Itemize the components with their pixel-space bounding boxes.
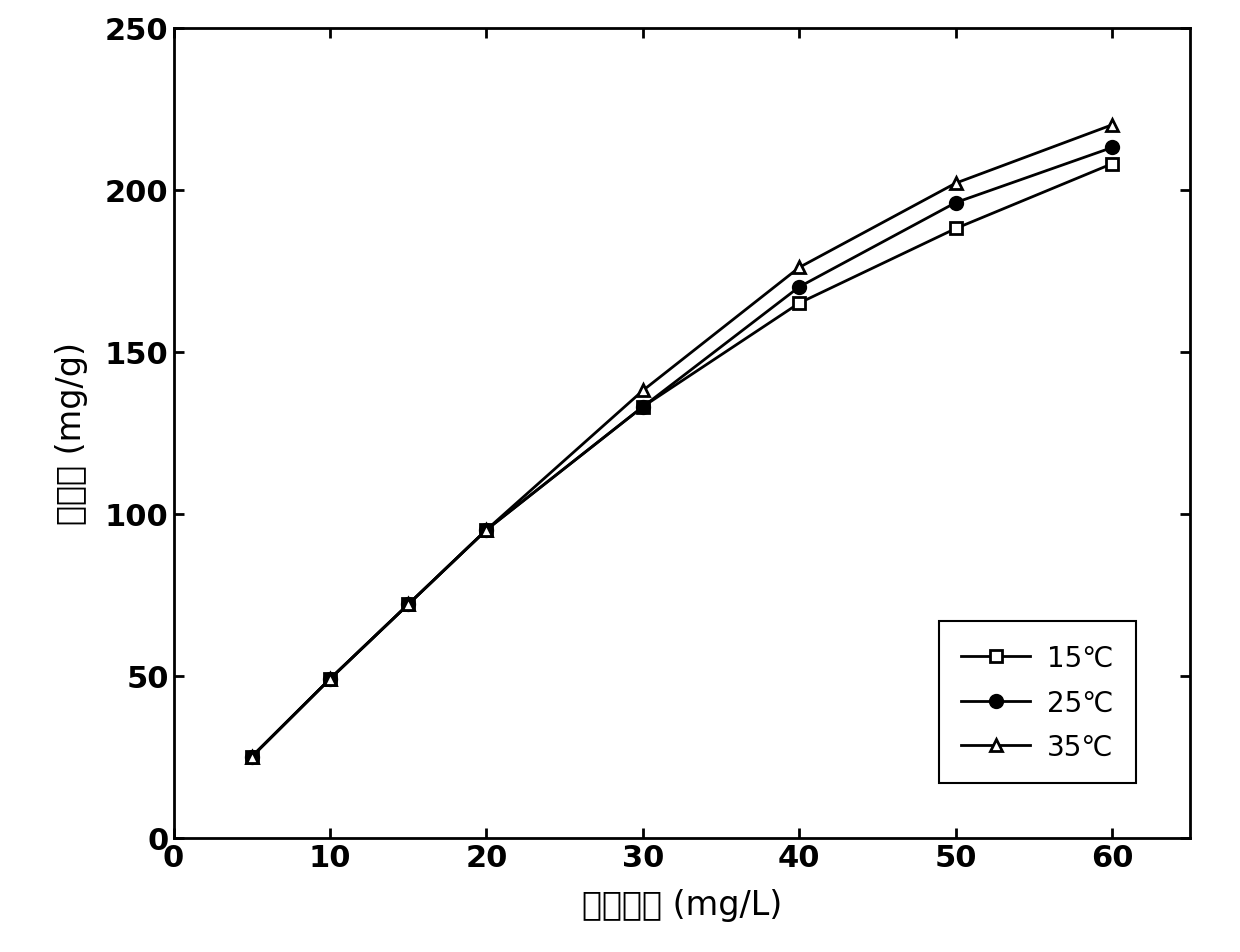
25℃ bbox=[792, 282, 807, 293]
15℃ bbox=[949, 224, 963, 235]
25℃ bbox=[401, 599, 415, 610]
Line: 25℃: 25℃ bbox=[246, 142, 1118, 764]
25℃ bbox=[322, 673, 337, 684]
25℃ bbox=[244, 751, 259, 763]
35℃ bbox=[792, 263, 807, 274]
15℃ bbox=[244, 751, 259, 763]
35℃ bbox=[322, 673, 337, 684]
Y-axis label: 吸附量 (mg/g): 吸附量 (mg/g) bbox=[56, 342, 88, 525]
15℃ bbox=[792, 298, 807, 309]
15℃ bbox=[1105, 159, 1120, 170]
35℃ bbox=[635, 386, 650, 397]
Line: 15℃: 15℃ bbox=[246, 158, 1118, 764]
25℃ bbox=[635, 402, 650, 413]
15℃ bbox=[635, 402, 650, 413]
25℃ bbox=[1105, 143, 1120, 154]
Line: 35℃: 35℃ bbox=[246, 119, 1118, 764]
35℃ bbox=[401, 599, 415, 610]
15℃ bbox=[401, 599, 415, 610]
35℃ bbox=[949, 178, 963, 189]
X-axis label: 初始浓度 (mg/L): 初始浓度 (mg/L) bbox=[582, 888, 782, 922]
15℃ bbox=[479, 525, 494, 536]
25℃ bbox=[479, 525, 494, 536]
35℃ bbox=[1105, 120, 1120, 131]
Legend: 15℃, 25℃, 35℃: 15℃, 25℃, 35℃ bbox=[939, 622, 1136, 783]
25℃ bbox=[949, 198, 963, 209]
35℃ bbox=[479, 525, 494, 536]
35℃ bbox=[244, 751, 259, 763]
15℃ bbox=[322, 673, 337, 684]
